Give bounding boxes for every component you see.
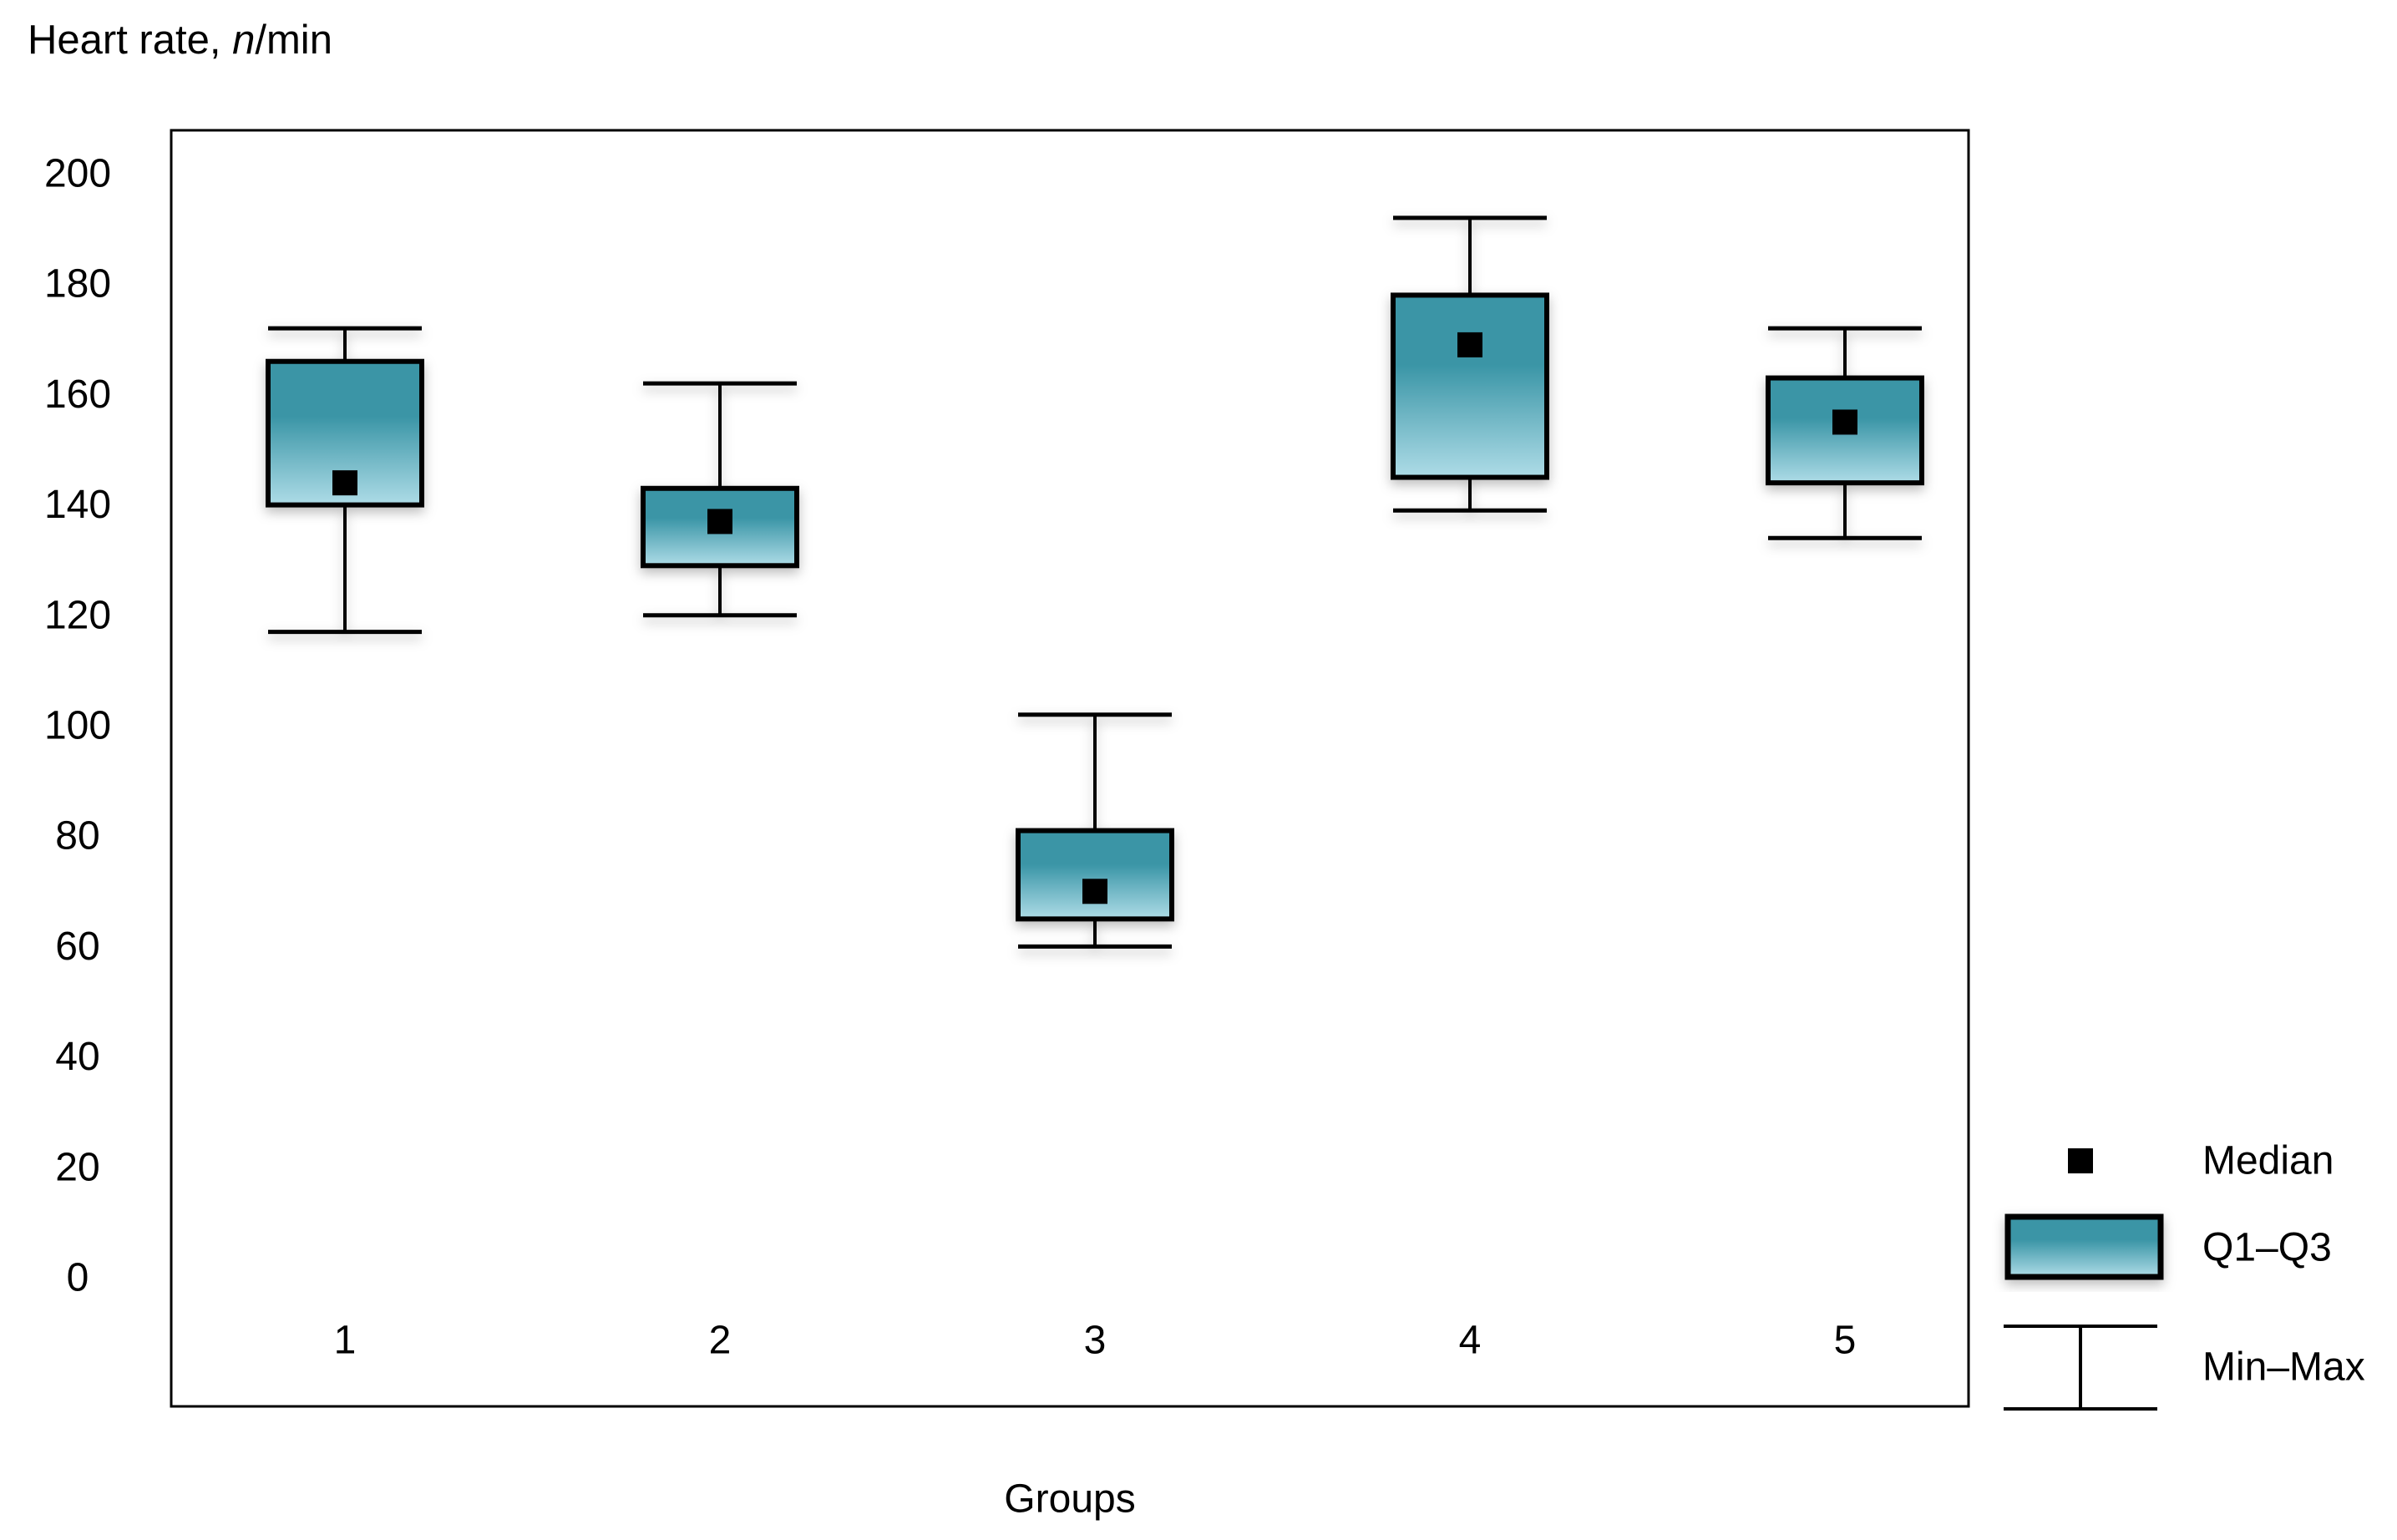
median-marker (332, 470, 357, 496)
legend-item-q1q3 (2004, 1213, 2164, 1280)
legend-item-median (2068, 1148, 2093, 1173)
y-tick-label: 200 (44, 152, 111, 196)
y-tick-label: 160 (44, 372, 111, 417)
y-tick-label: 0 (67, 1256, 89, 1300)
y-tick-label: 120 (44, 593, 111, 637)
y-axis-title-suffix: /min (255, 18, 332, 63)
box-group-2 (641, 381, 799, 618)
x-tick-label: 3 (1084, 1319, 1107, 1363)
median-marker (707, 509, 732, 534)
y-tick-label: 40 (55, 1035, 99, 1079)
box-group-3 (1016, 712, 1174, 949)
x-tick-label: 5 (1834, 1319, 1857, 1363)
y-axis-title: Heart rate, n/min (28, 18, 332, 63)
legend-iqr-box-icon (2004, 1213, 2164, 1280)
iqr-box (1016, 828, 1174, 922)
y-tick-label: 60 (55, 925, 99, 969)
x-tick-label: 2 (709, 1319, 732, 1363)
median-marker (1082, 879, 1107, 904)
legend-label-q1q3: Q1–Q3 (2202, 1226, 2332, 1270)
box-group-1 (266, 326, 424, 635)
legend-median-square-icon (2068, 1148, 2093, 1173)
legend-label-median: Median (2202, 1139, 2334, 1183)
y-tick-label: 20 (55, 1145, 99, 1189)
legend (2004, 1148, 2164, 1411)
y-tick-label: 80 (55, 814, 99, 859)
y-tick-label: 140 (44, 483, 111, 527)
y-tick-label: 180 (44, 262, 111, 306)
x-tick-label: 4 (1459, 1319, 1482, 1363)
plot-frame (170, 129, 1970, 1408)
iqr-box (1391, 292, 1549, 480)
legend-label-minmax: Min–Max (2202, 1345, 2365, 1390)
box-group-4 (1391, 215, 1549, 513)
y-tick-label: 100 (44, 704, 111, 748)
x-tick-label: 1 (334, 1319, 357, 1363)
median-marker (1832, 409, 1857, 435)
legend-item-minmax (2004, 1325, 2157, 1411)
median-marker (1457, 332, 1482, 357)
y-axis-title-prefix: Heart rate, (28, 18, 233, 63)
box-group-5 (1766, 326, 1924, 540)
x-axis-title: Groups (1004, 1477, 1135, 1522)
y-axis-title-italic-n: n (232, 18, 256, 63)
